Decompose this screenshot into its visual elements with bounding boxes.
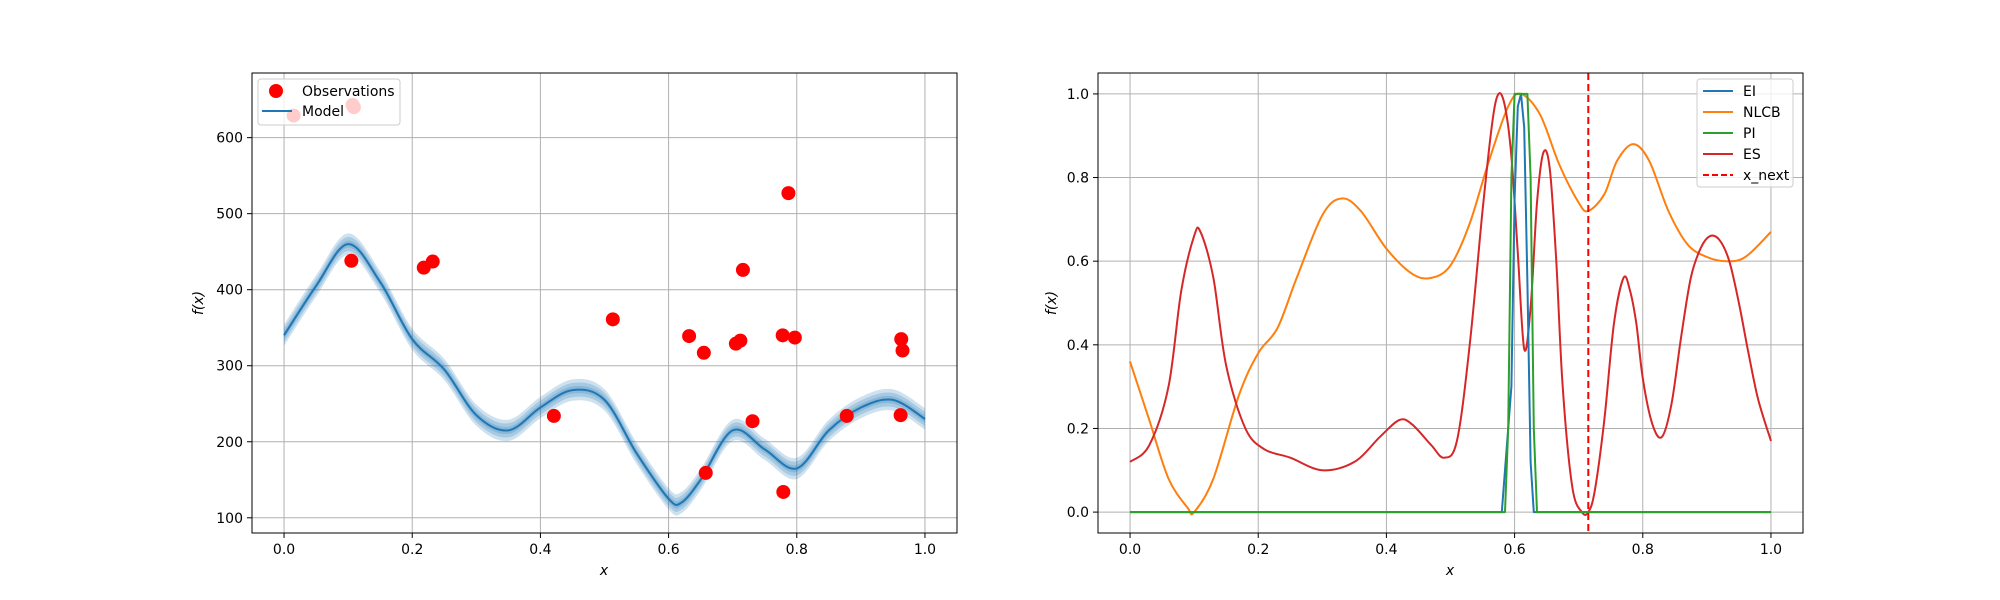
- legend-observations-label: Observations: [302, 84, 395, 100]
- right-x-ticks: 0.0 0.2 0.4 0.6 0.8 1.0: [1119, 533, 1782, 558]
- l-x-tick-label: 0.2: [401, 542, 423, 558]
- r-y-tick-label: 0.6: [1067, 254, 1089, 270]
- right-y-axis-label: f(x): [1044, 291, 1060, 315]
- model-band-layer: [284, 236, 925, 513]
- r-x-tick-label: 0.8: [1632, 542, 1654, 558]
- observation-point: [894, 332, 909, 347]
- observation-point: [839, 408, 854, 423]
- l-y-tick-label: 400: [216, 283, 243, 299]
- observation-point: [696, 345, 711, 360]
- l-x-tick-label: 1.0: [914, 542, 936, 558]
- l-x-tick-label: 0.4: [529, 542, 551, 558]
- observation-point: [775, 328, 790, 343]
- left-legend-box: [257, 78, 401, 126]
- observation-point: [733, 333, 748, 348]
- observation-point: [344, 253, 359, 268]
- legend-nlcb-label: NLCB: [1743, 105, 1781, 121]
- left-x-ticks: 0.0 0.2 0.4 0.6 0.8 1.0: [273, 533, 936, 558]
- r-y-tick-label: 0.8: [1067, 171, 1089, 187]
- observation-point: [425, 254, 440, 269]
- right-x-axis-label: x: [1445, 563, 1455, 579]
- r-x-tick-label: 0.4: [1375, 542, 1397, 558]
- left-y-ticks: 100 200 300 400 500 600: [216, 131, 252, 527]
- r-x-tick-label: 1.0: [1760, 542, 1782, 558]
- observation-point: [745, 414, 760, 429]
- l-y-tick-label: 600: [216, 131, 243, 147]
- model-band-layer: [284, 233, 925, 516]
- left-legend: Observations Model: [257, 78, 401, 126]
- l-y-tick-label: 300: [216, 359, 243, 375]
- model-confidence-band: [284, 233, 925, 516]
- observation-point: [781, 186, 796, 201]
- right-legend: EI NLCB PI ES x_next: [1696, 78, 1794, 188]
- right-axes-frame: [1097, 72, 1804, 534]
- right-legend-box: [1696, 78, 1794, 188]
- observation-point: [787, 330, 802, 345]
- r-y-tick-label: 0.0: [1067, 505, 1089, 521]
- observation-point: [776, 484, 791, 499]
- r-y-tick-label: 0.4: [1067, 338, 1089, 354]
- l-x-tick-label: 0.8: [786, 542, 808, 558]
- acquisition-lines: [1129, 92, 1772, 516]
- l-x-tick-label: 0.6: [657, 542, 679, 558]
- l-y-tick-label: 500: [216, 207, 243, 223]
- series-pi-line: [1130, 92, 1771, 514]
- model-mean-line: [283, 243, 926, 506]
- r-x-tick-label: 0.6: [1503, 542, 1525, 558]
- legend-ei-label: EI: [1743, 84, 1756, 100]
- right-y-ticks: 0.0 0.2 0.4 0.6 0.8 1.0: [1067, 87, 1098, 521]
- r-y-tick-label: 1.0: [1067, 87, 1089, 103]
- observation-point: [895, 343, 910, 358]
- acquisition-plot: 0.0 0.2 0.4 0.6 0.8 1.0 0.00.20.40.60.81.0 x …: [1044, 72, 1804, 579]
- l-y-tick-label: 100: [216, 511, 243, 527]
- r-x-tick-label: 0.0: [1119, 542, 1141, 558]
- observation-point: [682, 329, 697, 344]
- r-y-tick-label: 0.2: [1067, 421, 1089, 437]
- l-y-tick-label: 200: [216, 435, 243, 451]
- r-x-tick-label: 0.2: [1247, 542, 1269, 558]
- l-x-tick-label: 0.0: [273, 542, 295, 558]
- observation-point: [605, 312, 620, 327]
- left-x-axis-label: x: [599, 563, 609, 579]
- legend-es-label: ES: [1743, 147, 1761, 163]
- series-nlcb-line: [1129, 92, 1772, 516]
- legend-observations-marker: [269, 84, 283, 98]
- left-axes-frame: [251, 72, 958, 534]
- legend-model-label: Model: [302, 104, 344, 120]
- observation-point: [893, 408, 908, 423]
- observation-point: [735, 262, 750, 277]
- left-grid: [252, 73, 957, 533]
- observation-point: [698, 465, 713, 480]
- legend-x-next-label: x_next: [1743, 168, 1790, 184]
- legend-pi-label: PI: [1743, 126, 1756, 142]
- observation-point: [546, 408, 561, 423]
- left-y-axis-label: f(x): [191, 291, 207, 315]
